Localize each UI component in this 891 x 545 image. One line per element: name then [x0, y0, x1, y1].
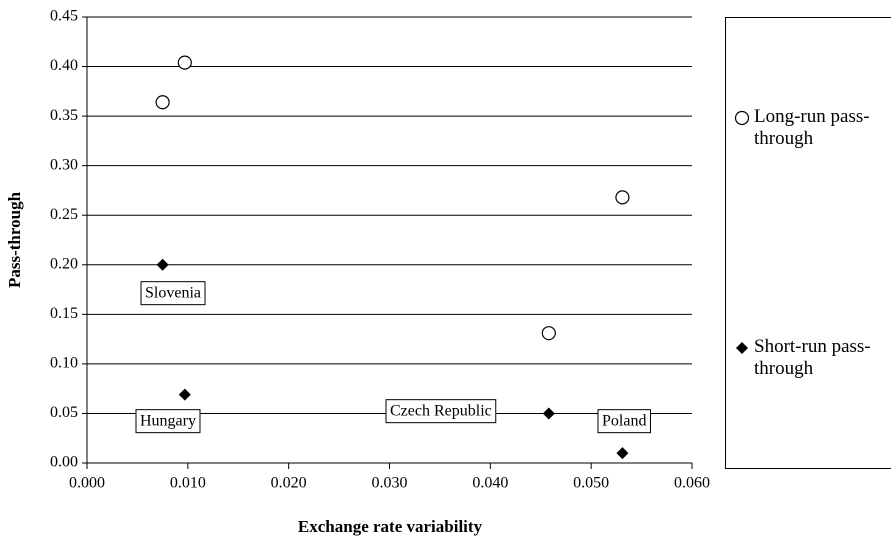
circle-point — [177, 55, 192, 70]
y-axis-title: Pass-through — [5, 191, 24, 288]
legend-label: Long-run pass-through — [754, 106, 870, 149]
annotation-box — [385, 399, 497, 424]
y-tick-label: 0.35 — [50, 107, 78, 124]
legend: Long-run pass-through Short-run pass-thro… — [725, 17, 891, 469]
x-tick-label: 0.010 — [170, 475, 206, 492]
diamond-point — [156, 258, 169, 271]
circle-point — [155, 95, 170, 110]
y-tick-label: 0.25 — [50, 206, 78, 223]
y-tick-label: 0.00 — [50, 454, 78, 471]
legend-item: Short-run pass-through — [734, 336, 891, 380]
x-tick-label: 0.050 — [573, 475, 609, 492]
annotation-box — [597, 409, 651, 434]
x-axis-title: Exchange rate variability — [298, 517, 483, 536]
y-tick-label: 0.40 — [50, 57, 78, 74]
x-tick-label: 0.060 — [674, 475, 710, 492]
x-tick-label: 0.030 — [372, 475, 408, 492]
annotation: Slovenia — [145, 285, 201, 302]
y-tick-label: 0.10 — [50, 355, 78, 372]
legend-label: Short-run pass-through — [754, 336, 871, 379]
circle-point — [734, 110, 750, 126]
x-tick-label: 0.000 — [69, 475, 105, 492]
diamond-point — [178, 388, 191, 401]
annotation: Czech Republic — [390, 403, 492, 420]
y-tick-label: 0.30 — [50, 156, 78, 173]
circle-point — [541, 326, 556, 341]
x-tick-label: 0.040 — [472, 475, 508, 492]
y-tick-label: 0.15 — [50, 305, 78, 322]
circle-point — [615, 190, 630, 205]
annotation: Hungary — [140, 413, 196, 430]
y-tick-label: 0.05 — [50, 404, 78, 421]
diamond-point — [736, 342, 748, 354]
annotation-box — [140, 281, 206, 306]
x-tick-label: 0.020 — [271, 475, 307, 492]
y-tick-label: 0.45 — [50, 8, 78, 25]
diamond-point — [616, 447, 629, 460]
legend-marker — [736, 342, 748, 354]
y-tick-label: 0.20 — [50, 255, 78, 272]
legend-item: Long-run pass-through — [734, 106, 891, 150]
legend-marker — [734, 110, 750, 126]
diamond-point — [542, 407, 555, 420]
annotation: Poland — [602, 413, 646, 430]
annotation-box — [135, 409, 201, 434]
